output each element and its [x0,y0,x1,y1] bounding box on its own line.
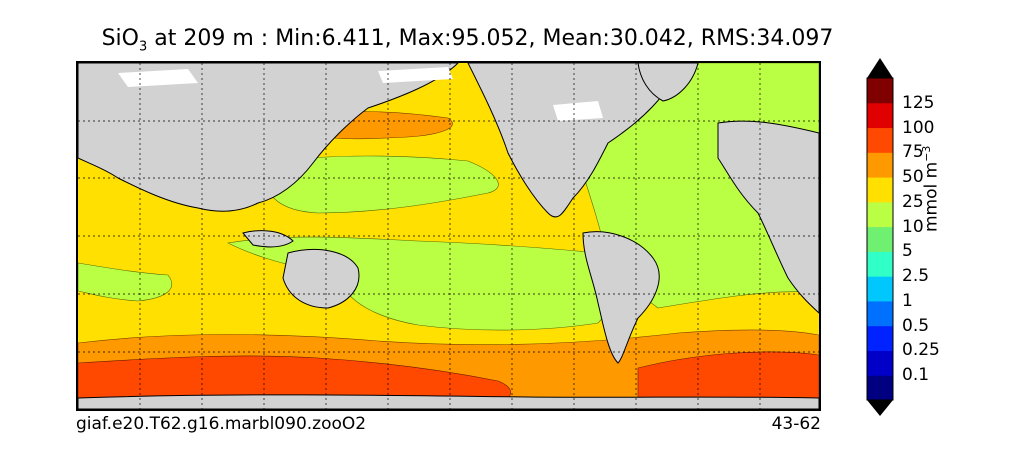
map-panel [76,61,821,411]
colorbar-tick-label: 50 [902,167,924,188]
land-australia [282,248,360,309]
colorbar-under-arrow [867,400,893,416]
colorbar-tick-label: 0.25 [902,340,940,361]
colorbar-label: mmol m−3 [920,145,942,232]
band-75-100-southern-ocean-east [637,351,819,409]
colorbar-segment [867,152,893,178]
land-south-america [582,231,660,364]
colorbar-tick-label: 75 [902,142,924,163]
missing-arctic-2 [378,67,453,83]
ocean-field-map [78,63,819,409]
graticule [78,63,819,409]
colorbar-segment [867,127,893,153]
colorbar-tick-label: 5 [902,241,913,262]
colorbar-segment [867,201,893,228]
land-greenland [637,63,699,102]
missing-arctic-1 [118,69,198,87]
missing-hudson [553,101,603,121]
colorbar-segment [867,78,893,104]
case-name: giaf.e20.T62.g16.marbl090.zooO2 [76,414,367,434]
colorbar-tick-label: 0.1 [902,365,930,386]
year-range: 43-62 [771,414,821,434]
colorbar-segment [867,102,893,129]
colorbar-outline [866,77,894,401]
colorbar-tick-label: 1 [902,290,913,311]
colorbar-tick-label: 100 [902,117,935,138]
colorbar-tick-label: 25 [902,191,924,212]
band-10-25-north-pacific [265,155,499,214]
land-antarctica [78,394,819,409]
colorbar-segment [867,300,893,327]
land-maritime-continent [242,230,294,248]
colorbar-segment [867,325,893,351]
plot-title: SiO3 at 209 m : Min:6.411, Max:95.052, M… [101,26,834,55]
land-europe-africa [717,120,819,314]
colorbar-segment [867,350,893,376]
colorbar-tick-label: 125 [902,92,935,113]
colorbar-tick-label: 10 [902,216,924,237]
land-north-america [467,63,679,218]
colorbar-segment [867,177,893,203]
colorbar-segment [867,226,893,252]
band-10-25-indian [78,262,173,302]
colorbar-segment [867,375,893,401]
colorbar-segment [867,276,893,302]
colorbar-tick-label: 0.5 [902,315,930,336]
colorbar [866,58,894,416]
colorbar-over-arrow [867,58,893,78]
colorbar-tick-label: 2.5 [902,266,930,287]
colorbar-segment [867,251,893,277]
